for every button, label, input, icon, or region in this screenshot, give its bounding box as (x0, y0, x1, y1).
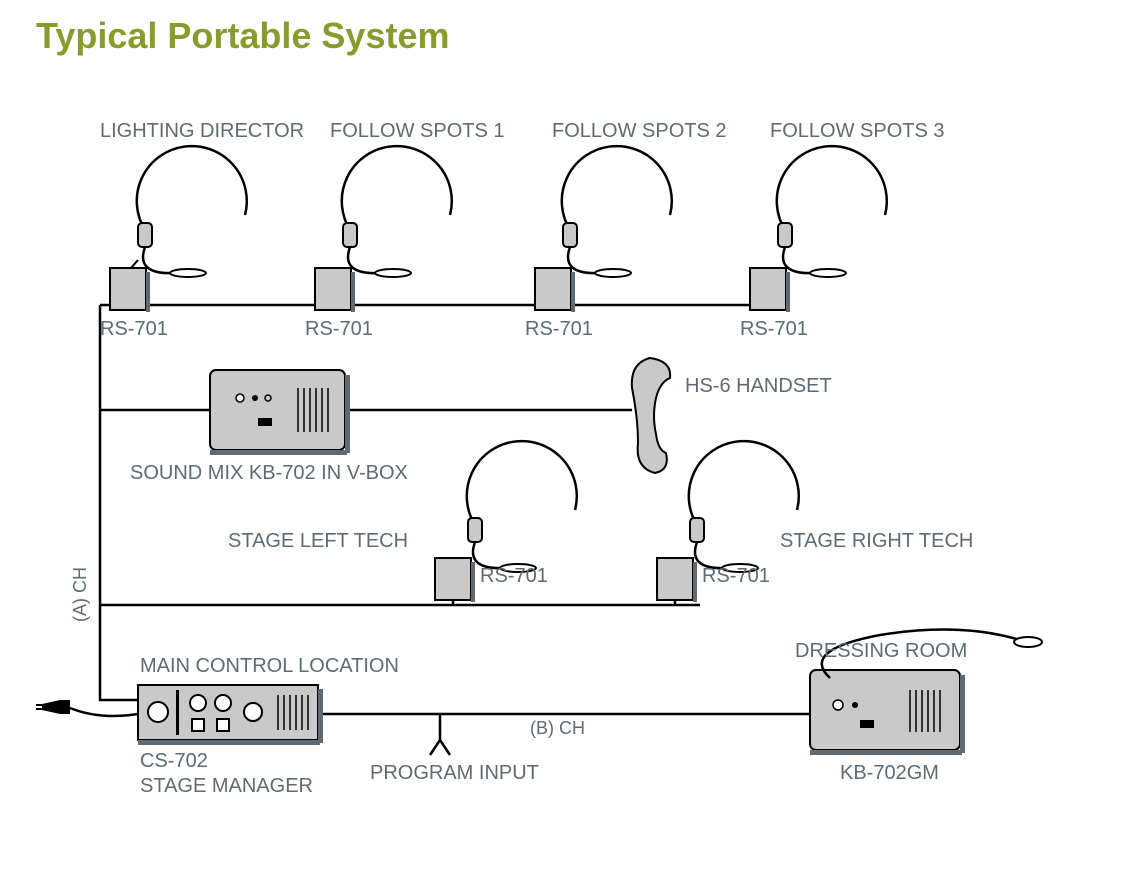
label-stage-left: STAGE LEFT TECH (228, 530, 408, 553)
label-a-ch: (A) CH (70, 567, 91, 622)
beltpack-icon (657, 558, 697, 602)
label-b-ch: (B) CH (530, 718, 585, 739)
beltpack-icon (315, 268, 355, 312)
label-follow-spots-3: FOLLOW SPOTS 3 (770, 120, 944, 143)
label-main-control: MAIN CONTROL LOCATION (140, 655, 399, 678)
label-follow-spots-2: FOLLOW SPOTS 2 (552, 120, 726, 143)
label-lighting-director: LIGHTING DIRECTOR (100, 120, 304, 143)
plug-icon (36, 700, 70, 714)
main-unit-icon (138, 685, 323, 745)
beltpack-icon (110, 268, 150, 312)
beltpack-icon (435, 558, 475, 602)
label-program-input: PROGRAM INPUT (370, 762, 539, 785)
handset-icon (632, 358, 670, 473)
diagram-canvas: Typical Portable System (0, 0, 1131, 880)
label-follow-spots-1: FOLLOW SPOTS 1 (330, 120, 504, 143)
label-stage-right: STAGE RIGHT TECH (780, 530, 973, 553)
label-rs701-5: RS-701 (480, 565, 548, 588)
vbox-icon (210, 370, 350, 455)
headset-icon (342, 146, 452, 277)
label-stage-manager: STAGE MANAGER (140, 775, 313, 798)
label-rs701-1: RS-701 (100, 318, 168, 341)
label-hs6: HS-6 HANDSET (685, 375, 832, 398)
headset-icon (467, 441, 577, 572)
label-cs702: CS-702 (140, 750, 208, 773)
label-rs701-3: RS-701 (525, 318, 593, 341)
beltpack-icon (750, 268, 790, 312)
headset-icon (137, 146, 247, 277)
label-dressing-room: DRESSING ROOM (795, 640, 967, 663)
beltpack-icon (535, 268, 575, 312)
headset-icon (562, 146, 672, 277)
label-kb702gm: KB-702GM (840, 762, 939, 785)
label-sound-mix: SOUND MIX KB-702 IN V-BOX (130, 462, 408, 485)
label-rs701-2: RS-701 (305, 318, 373, 341)
headset-icon (777, 146, 887, 277)
label-rs701-6: RS-701 (702, 565, 770, 588)
label-rs701-4: RS-701 (740, 318, 808, 341)
